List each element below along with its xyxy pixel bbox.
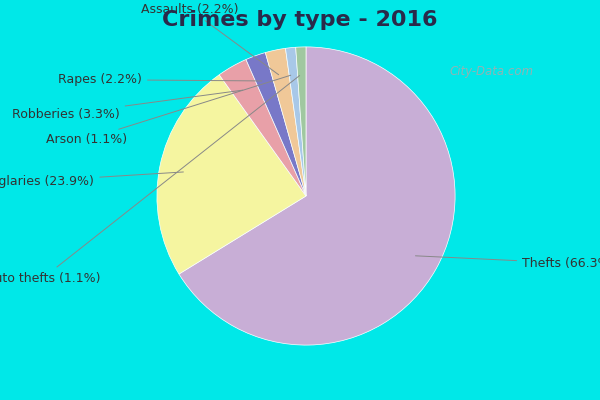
Text: Arson (1.1%): Arson (1.1%) <box>46 75 291 146</box>
Wedge shape <box>296 47 306 196</box>
Text: Burglaries (23.9%): Burglaries (23.9%) <box>0 172 184 188</box>
Wedge shape <box>179 47 455 345</box>
Wedge shape <box>219 60 306 196</box>
Text: City-Data.com: City-Data.com <box>450 66 534 78</box>
Wedge shape <box>246 52 306 196</box>
Text: Crimes by type - 2016: Crimes by type - 2016 <box>162 10 438 30</box>
Wedge shape <box>265 48 306 196</box>
Text: Rapes (2.2%): Rapes (2.2%) <box>58 73 262 86</box>
Wedge shape <box>157 75 306 274</box>
Text: Thefts (66.3%): Thefts (66.3%) <box>415 256 600 270</box>
Text: Robberies (3.3%): Robberies (3.3%) <box>12 90 243 120</box>
Text: Auto thefts (1.1%): Auto thefts (1.1%) <box>0 76 299 284</box>
Wedge shape <box>286 47 306 196</box>
Text: Assaults (2.2%): Assaults (2.2%) <box>142 3 278 75</box>
